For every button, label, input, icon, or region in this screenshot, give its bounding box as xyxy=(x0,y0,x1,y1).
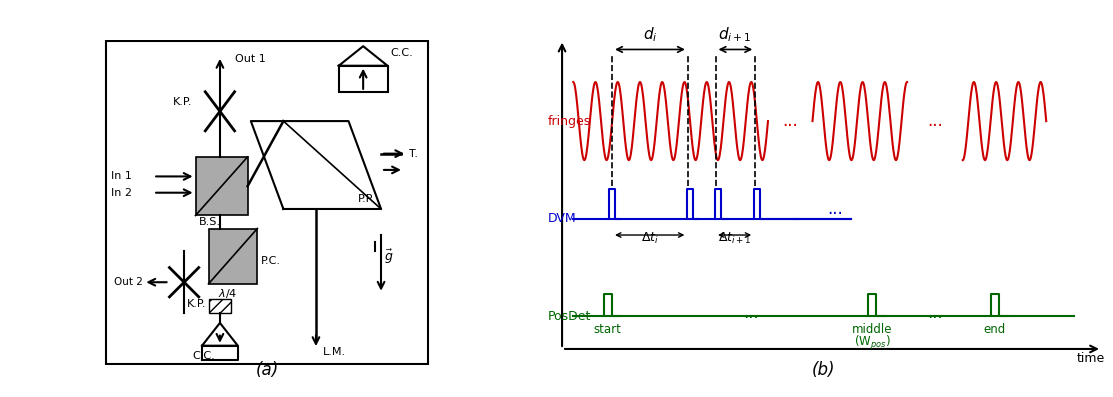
Text: P.P.: P.P. xyxy=(358,195,375,204)
Text: $d_{i+1}$: $d_{i+1}$ xyxy=(718,26,752,44)
Text: Out 1: Out 1 xyxy=(235,54,265,64)
Text: ...: ... xyxy=(743,304,759,322)
Text: C.C.: C.C. xyxy=(193,351,215,361)
Text: $\Delta t_i$: $\Delta t_i$ xyxy=(640,231,659,246)
Text: (b): (b) xyxy=(811,361,836,379)
Text: C.C.: C.C. xyxy=(391,48,414,58)
Text: ...: ... xyxy=(927,112,943,130)
Text: (a): (a) xyxy=(256,361,278,379)
Text: K.P.: K.P. xyxy=(173,97,193,107)
Text: time: time xyxy=(1076,352,1105,365)
Bar xyxy=(208,229,257,284)
Text: start: start xyxy=(593,323,622,336)
Text: ...: ... xyxy=(927,304,943,322)
Text: In 1: In 1 xyxy=(111,172,131,181)
Text: T.: T. xyxy=(408,148,417,159)
Text: In 2: In 2 xyxy=(111,188,131,198)
Text: fringes: fringes xyxy=(549,115,591,127)
Bar xyxy=(338,66,387,92)
Text: $\vec{g}$: $\vec{g}$ xyxy=(384,248,394,266)
Text: K.P.: K.P. xyxy=(187,299,207,308)
Text: (W$_{pos}$): (W$_{pos}$) xyxy=(854,334,890,352)
Text: B.S.: B.S. xyxy=(199,217,220,227)
Text: P.C.: P.C. xyxy=(260,256,280,266)
Text: DVM: DVM xyxy=(549,212,577,225)
Text: PosDet: PosDet xyxy=(549,310,591,323)
Text: L.M.: L.M. xyxy=(323,347,346,357)
Text: $d_i$: $d_i$ xyxy=(642,26,658,44)
Text: middle: middle xyxy=(851,323,893,336)
Text: ...: ... xyxy=(827,200,843,218)
Text: $\Delta t_{i+1}$: $\Delta t_{i+1}$ xyxy=(718,231,751,246)
Text: Out 2: Out 2 xyxy=(115,277,142,287)
Text: $\lambda$/4: $\lambda$/4 xyxy=(218,287,237,300)
Text: ...: ... xyxy=(782,112,798,130)
Bar xyxy=(208,299,232,313)
Bar xyxy=(196,157,247,216)
Text: end: end xyxy=(984,323,1005,336)
